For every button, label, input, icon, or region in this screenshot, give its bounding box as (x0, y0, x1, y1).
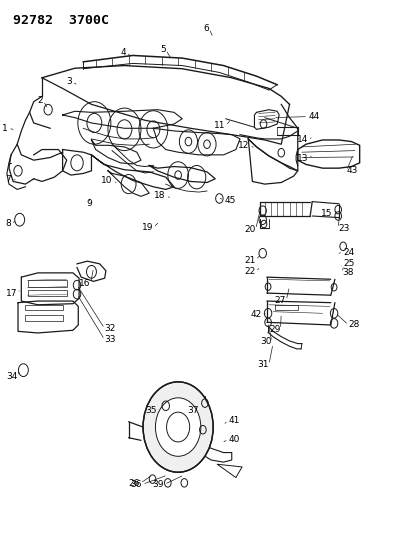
Text: 31: 31 (257, 360, 268, 369)
Text: 19: 19 (142, 223, 153, 232)
Text: 14: 14 (296, 135, 307, 144)
Text: 45: 45 (224, 196, 235, 205)
Text: 11: 11 (214, 121, 225, 130)
Text: 12: 12 (237, 141, 249, 150)
Bar (25, 305, 62, 310)
Text: 20: 20 (244, 225, 255, 234)
Text: 92782  3700C: 92782 3700C (13, 14, 109, 27)
Text: 22: 22 (244, 268, 255, 276)
Text: 26: 26 (128, 479, 140, 488)
Text: 16: 16 (79, 279, 90, 288)
Text: 23: 23 (337, 224, 349, 233)
Bar (25, 316, 62, 321)
Bar (27, 280, 66, 287)
Text: 1: 1 (2, 124, 8, 133)
Text: 2: 2 (38, 96, 43, 105)
Text: 27: 27 (274, 296, 285, 305)
Text: 41: 41 (228, 416, 239, 425)
Text: 29: 29 (268, 325, 280, 334)
Text: 21: 21 (244, 256, 255, 264)
Text: 18: 18 (154, 191, 165, 200)
Text: 39: 39 (152, 480, 164, 489)
Text: 40: 40 (228, 435, 239, 444)
Text: 37: 37 (187, 406, 198, 415)
Text: 6: 6 (203, 24, 209, 33)
Text: 28: 28 (348, 320, 359, 329)
Text: 3: 3 (66, 77, 72, 86)
Text: 44: 44 (307, 112, 318, 121)
Text: 17: 17 (6, 288, 17, 297)
Text: 8: 8 (5, 220, 11, 229)
Circle shape (143, 382, 213, 472)
Text: 30: 30 (260, 337, 271, 346)
Text: 4: 4 (121, 48, 126, 56)
Text: 24: 24 (342, 248, 354, 257)
Text: 36: 36 (131, 480, 142, 489)
Text: 9: 9 (86, 199, 92, 208)
Text: 25: 25 (342, 260, 354, 268)
Text: 42: 42 (249, 310, 261, 319)
Text: 33: 33 (104, 335, 116, 344)
Circle shape (155, 398, 200, 456)
Text: 10: 10 (101, 176, 113, 185)
Text: 34: 34 (6, 372, 17, 381)
Text: 5: 5 (159, 45, 165, 54)
Text: 35: 35 (145, 406, 156, 415)
Text: 7: 7 (5, 175, 11, 184)
Text: 32: 32 (104, 324, 116, 333)
Text: 43: 43 (346, 166, 357, 175)
Text: 38: 38 (342, 269, 353, 277)
Bar (27, 290, 66, 296)
Text: 13: 13 (296, 154, 307, 163)
Text: 15: 15 (320, 209, 332, 218)
